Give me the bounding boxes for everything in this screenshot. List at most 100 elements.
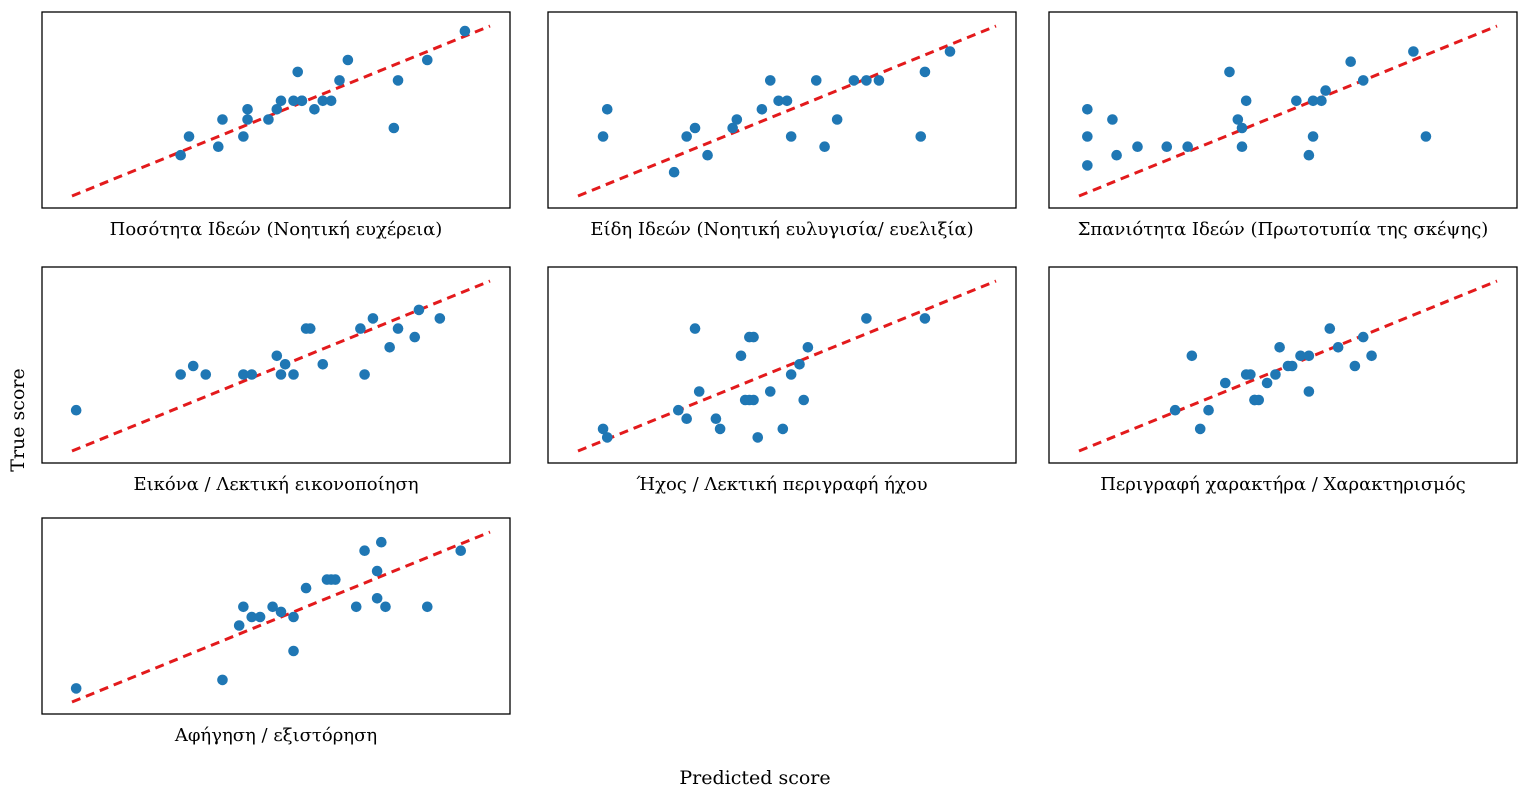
data-point	[342, 54, 354, 66]
data-point	[1408, 46, 1419, 57]
data-point	[944, 46, 956, 57]
data-point	[873, 75, 885, 86]
subplot-frame	[41, 517, 511, 715]
data-point	[271, 350, 283, 362]
data-point	[1357, 75, 1369, 86]
data-point	[794, 359, 805, 370]
panels-group: Ποσότητα Ιδεών (Νοητική ευχέρεια) Είδη Ιδ…	[41, 11, 1518, 746]
data-point	[330, 574, 341, 585]
data-point	[601, 104, 613, 115]
data-point	[1332, 342, 1344, 353]
data-point	[434, 313, 446, 324]
y-axis-label: True score	[7, 368, 29, 471]
data-point	[267, 601, 278, 613]
data-point	[1107, 114, 1118, 125]
data-point	[409, 331, 421, 343]
subplot-title: Είδη Ιδεών (Νοητική ευλυγισία/ ευελιξία)	[590, 219, 973, 240]
data-point	[861, 313, 872, 324]
data-point	[1349, 360, 1361, 372]
subplot-1: Ποσότητα Ιδεών (Νοητική ευχέρεια)	[41, 11, 511, 240]
data-point	[1295, 350, 1306, 362]
data-point	[1320, 85, 1331, 96]
data-point	[371, 593, 383, 604]
data-point	[1169, 404, 1181, 416]
data-point	[810, 75, 822, 86]
data-point	[848, 75, 860, 86]
data-point	[238, 131, 249, 142]
data-point	[597, 423, 609, 435]
data-point	[710, 413, 722, 425]
subplot-title: Περιγραφή χαρακτήρα / Χαρακτηρισμός	[1100, 474, 1466, 495]
data-point	[367, 313, 379, 324]
data-point	[422, 54, 433, 66]
data-point	[781, 95, 793, 107]
data-point	[919, 66, 931, 78]
data-point	[292, 66, 304, 78]
data-point	[246, 611, 258, 623]
data-point	[334, 75, 345, 86]
x-axis-label: Predicted score	[679, 767, 830, 789]
data-point	[731, 114, 743, 125]
data-point	[798, 394, 810, 406]
data-point	[384, 342, 395, 353]
subplot-title: Εικόνα / Λεκτική εικονοποίηση	[133, 474, 418, 495]
subplot-4: Εικόνα / Λεκτική εικονοποίηση	[41, 266, 511, 495]
subplot-7: Αφήγηση / εξιστόρηση	[41, 517, 511, 746]
data-point	[183, 131, 195, 142]
reference-line	[577, 279, 997, 453]
data-point	[1224, 66, 1235, 78]
subplot-frame	[1048, 11, 1518, 209]
data-point	[1307, 95, 1319, 107]
data-point	[1182, 141, 1193, 152]
subplot-5: Ήχος / Λεκτική περιγραφή ήχου	[547, 266, 1017, 495]
data-point	[756, 104, 768, 115]
data-point	[919, 313, 931, 324]
data-point	[1303, 149, 1315, 161]
data-point	[777, 423, 789, 435]
data-point	[1324, 323, 1336, 334]
data-point	[217, 114, 228, 125]
data-point	[175, 149, 186, 161]
data-point	[1270, 369, 1281, 380]
subplot-3: Σπανιότητα Ιδεών (Πρωτοτυπία της σκέψης)	[1048, 11, 1518, 240]
data-point	[275, 369, 287, 380]
data-point	[455, 545, 467, 556]
data-point	[355, 323, 366, 334]
data-point	[681, 131, 692, 142]
data-point	[915, 131, 927, 142]
data-point	[1420, 131, 1432, 142]
data-point	[689, 122, 701, 134]
data-point	[802, 342, 814, 353]
data-point	[752, 432, 764, 443]
data-point	[1316, 95, 1327, 107]
data-point	[304, 323, 316, 334]
data-point	[785, 369, 797, 380]
subplot-title: Ποσότητα Ιδεών (Νοητική ευχέρεια)	[110, 219, 443, 240]
data-point	[601, 432, 613, 443]
data-point	[1345, 56, 1356, 67]
data-point	[1240, 95, 1252, 107]
data-point	[773, 95, 784, 107]
data-point	[279, 359, 291, 370]
data-point	[288, 611, 299, 623]
data-point	[238, 601, 249, 613]
data-point	[748, 331, 759, 343]
data-point	[392, 75, 404, 86]
data-point	[714, 423, 726, 435]
data-point	[1203, 404, 1214, 416]
data-point	[819, 141, 830, 152]
subplot-frame	[547, 11, 1017, 209]
data-point	[861, 75, 872, 86]
data-point	[200, 369, 212, 380]
data-point	[1357, 331, 1369, 343]
data-point	[1186, 350, 1198, 362]
data-point	[1303, 386, 1315, 397]
data-point	[1161, 141, 1173, 152]
data-point	[296, 95, 308, 107]
reference-line	[577, 24, 997, 198]
data-point	[413, 304, 425, 316]
subplot-6: Περιγραφή χαρακτήρα / Χαρακτηρισμός	[1048, 266, 1518, 495]
data-point	[764, 75, 776, 86]
data-point	[597, 131, 609, 142]
data-point	[359, 369, 370, 380]
